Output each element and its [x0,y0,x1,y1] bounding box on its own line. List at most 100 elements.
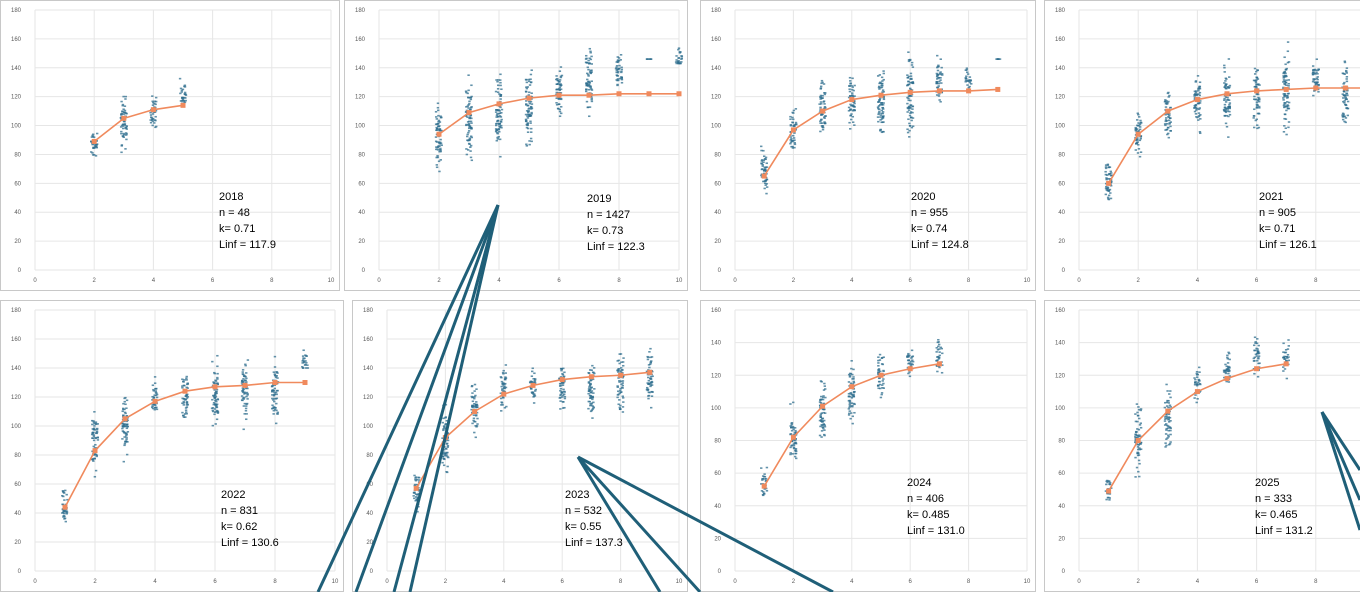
data-point [124,95,127,98]
data-point [588,81,591,84]
data-point [649,376,653,378]
data-point [1282,75,1286,78]
data-point [935,359,938,362]
data-point [467,96,470,99]
data-point [793,455,797,458]
data-point [823,121,826,123]
data-point [618,362,621,365]
data-point [1197,102,1200,105]
data-point [1253,67,1257,70]
data-point [877,368,881,370]
data-point [616,369,619,372]
data-point [498,123,501,126]
data-point [121,103,125,106]
data-point [415,478,419,481]
data-point [151,395,154,398]
data-point [935,82,938,85]
data-point [1224,371,1227,374]
data-point [878,108,881,111]
data-point [852,380,855,383]
data-point [120,151,123,154]
data-point [589,58,593,61]
data-point [557,108,560,110]
data-point [585,54,588,57]
data-point [181,97,184,99]
data-point [822,408,826,411]
data-point [1105,480,1108,483]
x-tick-label: 10 [1024,579,1031,585]
data-point [1163,123,1167,125]
fitted-marker [442,435,448,441]
data-point [183,384,186,387]
data-point [96,439,100,441]
data-point [275,402,278,405]
data-point [467,74,470,77]
y-tick-label: 120 [11,95,22,101]
data-point [525,120,528,122]
y-tick-label: 0 [718,268,722,274]
data-point [820,412,824,414]
data-point [499,106,502,109]
data-point [93,144,97,146]
data-point [820,395,823,398]
data-point [1256,78,1260,80]
data-point [622,357,625,359]
data-point [1168,416,1172,419]
data-point [92,136,96,139]
data-point [793,146,796,149]
data-point [850,393,854,396]
fitted-marker [1313,85,1319,91]
data-point [1139,408,1143,410]
data-point [765,192,768,195]
data-point [94,443,97,446]
data-point [1256,127,1259,130]
data-point [592,367,596,369]
data-point [1343,115,1346,118]
data-point [64,520,67,523]
n-label: n = 1427 [587,209,631,221]
data-point [469,98,473,101]
data-point [273,373,276,375]
data-point [852,101,855,103]
data-point [525,100,528,102]
data-point [1139,126,1142,128]
fitted-marker [1194,389,1200,395]
data-point [820,436,823,438]
data-point [1258,105,1261,108]
data-point [908,136,911,138]
data-point [1345,98,1348,101]
data-point [561,373,565,376]
data-point [1345,107,1348,109]
data-point [1256,112,1260,115]
data-point [852,395,855,398]
data-point [527,78,531,81]
data-point [1168,443,1171,446]
data-point [1317,91,1320,93]
data-point [1104,187,1108,190]
data-point [853,102,856,105]
fitted-marker [878,92,884,98]
data-point [649,363,652,366]
data-point [1193,397,1196,399]
data-point [528,107,531,110]
data-point [1138,155,1142,158]
fitted-marker [526,95,532,101]
data-point [465,148,468,150]
data-point [1252,79,1256,82]
data-point [621,384,624,387]
data-point [561,372,564,375]
data-point [245,395,248,398]
data-point [620,71,623,74]
data-point [1108,166,1112,169]
data-point [881,89,885,91]
data-point [213,397,217,399]
data-point [645,370,649,373]
data-point [616,396,619,399]
data-point [215,410,218,413]
data-point [91,459,94,461]
x-tick-label: 2 [444,579,448,585]
data-point [1108,493,1112,495]
data-point [1255,101,1259,104]
data-point [587,372,591,375]
k-label: k= 0.74 [911,223,948,235]
